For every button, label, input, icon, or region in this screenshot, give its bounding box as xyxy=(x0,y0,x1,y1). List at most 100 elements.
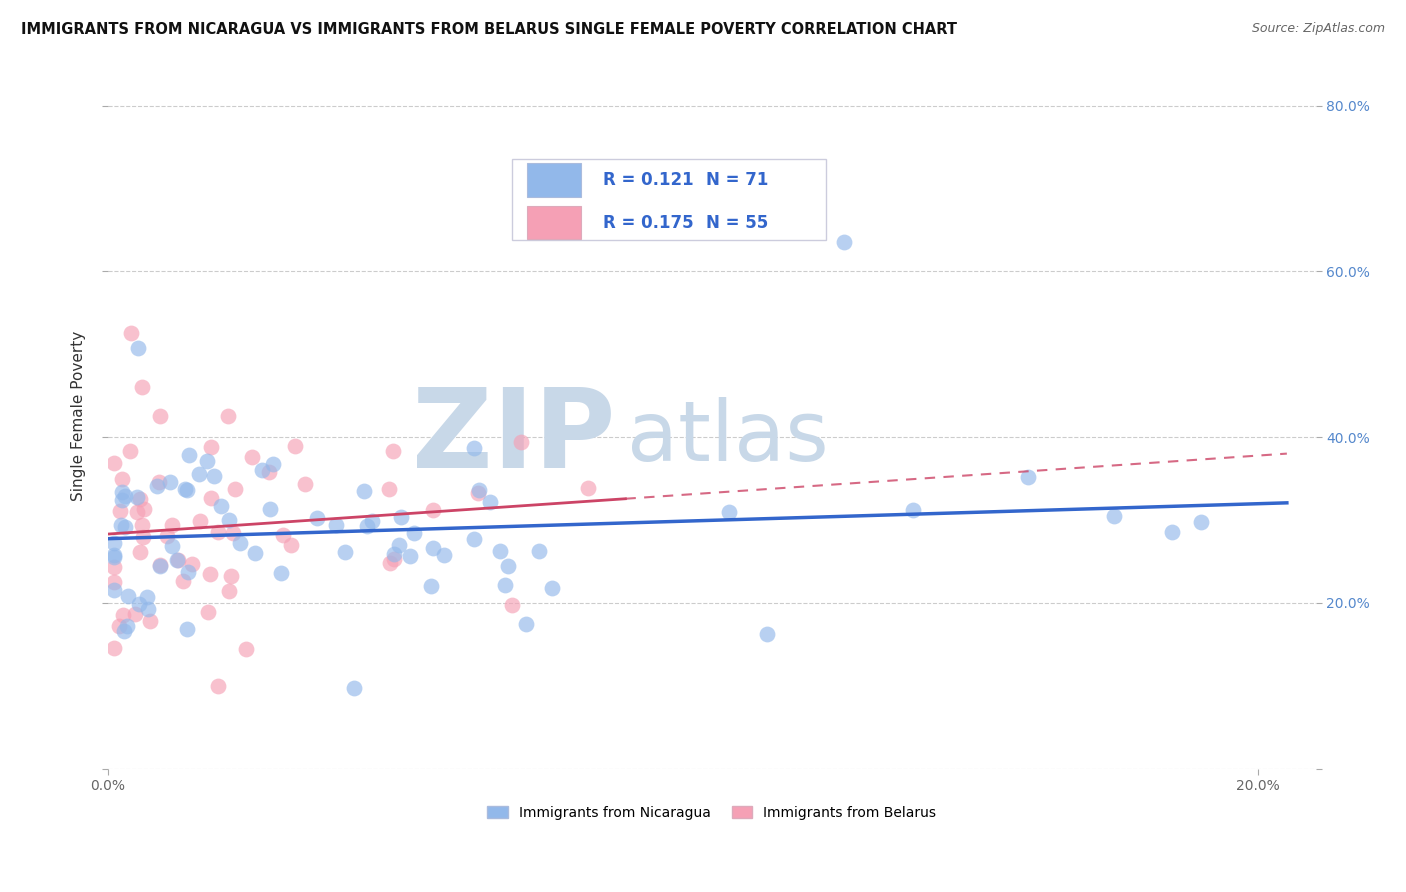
Point xyxy=(111,493,134,508)
Point xyxy=(103,456,125,470)
Point xyxy=(468,483,491,497)
Point xyxy=(463,532,485,546)
Point xyxy=(755,626,778,640)
Point xyxy=(159,475,181,489)
Point xyxy=(399,549,422,563)
Text: R = 0.175: R = 0.175 xyxy=(603,213,693,232)
FancyBboxPatch shape xyxy=(512,159,827,240)
Point xyxy=(540,581,562,595)
Point xyxy=(166,552,188,566)
Point xyxy=(127,341,149,355)
Point xyxy=(166,553,188,567)
Point xyxy=(378,556,401,570)
Point xyxy=(188,467,211,481)
Point xyxy=(103,583,125,598)
Point xyxy=(200,441,222,455)
Point xyxy=(148,475,170,489)
Point xyxy=(112,624,135,638)
Point xyxy=(176,622,198,636)
FancyBboxPatch shape xyxy=(527,162,581,196)
Point xyxy=(131,380,153,394)
Point xyxy=(181,558,204,572)
Point xyxy=(270,566,292,581)
Point xyxy=(420,578,443,592)
Point xyxy=(218,512,240,526)
Point xyxy=(111,472,134,486)
Point xyxy=(202,469,225,483)
Point xyxy=(501,598,523,612)
Point xyxy=(103,536,125,550)
Point xyxy=(111,485,134,500)
Point xyxy=(174,482,197,496)
Point xyxy=(149,558,172,572)
Point xyxy=(117,589,139,603)
Point xyxy=(217,409,239,423)
Point xyxy=(422,541,444,555)
Point xyxy=(832,235,855,250)
Point xyxy=(132,530,155,544)
Point xyxy=(1160,525,1182,540)
Point xyxy=(207,524,229,539)
Point xyxy=(160,540,183,554)
Point xyxy=(391,510,413,524)
Point xyxy=(209,499,232,513)
Text: IMMIGRANTS FROM NICARAGUA VS IMMIGRANTS FROM BELARUS SINGLE FEMALE POVERTY CORRE: IMMIGRANTS FROM NICARAGUA VS IMMIGRANTS … xyxy=(21,22,957,37)
Point xyxy=(901,502,924,516)
Point xyxy=(197,454,219,468)
Point xyxy=(294,477,316,491)
Point xyxy=(422,502,444,516)
Point xyxy=(229,535,252,549)
Point xyxy=(243,546,266,560)
Text: N = 71: N = 71 xyxy=(706,170,768,188)
Point xyxy=(218,584,240,599)
Point xyxy=(198,566,221,581)
Point xyxy=(576,481,599,495)
Point xyxy=(134,501,156,516)
Point xyxy=(145,479,167,493)
Point xyxy=(103,641,125,656)
Point xyxy=(240,450,263,465)
Point xyxy=(384,552,406,566)
Point xyxy=(280,538,302,552)
Point xyxy=(262,457,284,471)
Point xyxy=(387,537,409,551)
Point xyxy=(156,529,179,543)
Point xyxy=(515,616,537,631)
FancyBboxPatch shape xyxy=(527,206,581,239)
Point xyxy=(257,465,280,479)
Point xyxy=(498,558,520,573)
Text: R = 0.121: R = 0.121 xyxy=(603,170,693,188)
Point xyxy=(103,548,125,562)
Point xyxy=(224,482,246,496)
Point xyxy=(172,574,194,589)
Point xyxy=(510,434,533,449)
Point xyxy=(259,501,281,516)
Point xyxy=(527,544,550,558)
Point xyxy=(188,515,211,529)
Point xyxy=(148,409,170,424)
Point xyxy=(478,495,501,509)
Text: atlas: atlas xyxy=(627,397,830,478)
Point xyxy=(103,549,125,564)
Point xyxy=(108,504,131,518)
Point xyxy=(114,520,136,534)
Point xyxy=(128,545,150,559)
Point xyxy=(489,543,512,558)
Text: ZIP: ZIP xyxy=(412,384,614,491)
Point xyxy=(108,619,131,633)
Point xyxy=(128,492,150,507)
Point xyxy=(136,590,159,604)
Point xyxy=(273,528,295,542)
Point xyxy=(718,505,741,519)
Point xyxy=(118,444,141,458)
Point xyxy=(494,578,516,592)
Point xyxy=(177,566,200,580)
Point xyxy=(125,505,148,519)
Point xyxy=(197,605,219,619)
Point xyxy=(235,642,257,657)
Point xyxy=(333,544,356,558)
Point xyxy=(284,438,307,452)
Point xyxy=(1104,509,1126,524)
Point xyxy=(381,444,404,458)
Point xyxy=(360,514,382,528)
